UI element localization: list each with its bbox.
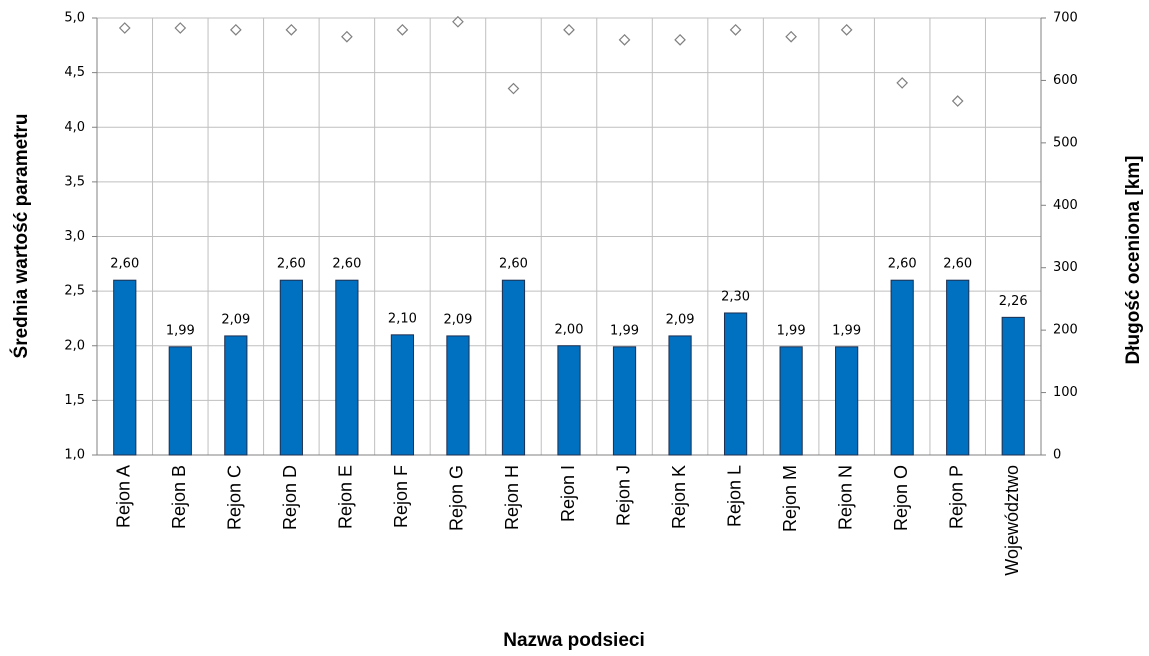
marker	[674, 34, 686, 46]
x-tick-label: Rejon E	[336, 465, 356, 529]
x-tick-label: Rejon F	[391, 465, 411, 528]
marker	[840, 24, 853, 36]
x-tick-label: Rejon O	[891, 465, 911, 531]
x-tick-label: Rejon N	[835, 465, 855, 530]
value-label: 2,10	[388, 311, 417, 326]
x-tick-label: Rejon C	[225, 465, 245, 530]
value-label: 2,09	[443, 312, 472, 327]
y-tick-label: 4,5	[64, 65, 85, 80]
marker	[229, 24, 242, 36]
value-label: 1,99	[832, 323, 861, 338]
y-tick-label: 1,0	[64, 448, 85, 463]
x-tick-label: Rejon M	[780, 465, 800, 532]
y-tick-label: 2,0	[64, 338, 85, 353]
x-tick-label: Rejon H	[502, 465, 522, 530]
value-label: 2,26	[999, 294, 1028, 309]
marker	[341, 30, 353, 43]
marker	[452, 15, 464, 28]
bar	[723, 312, 748, 456]
bar	[835, 346, 859, 456]
x-tick-label: Rejon D	[280, 465, 300, 530]
value-label: 2,09	[221, 312, 250, 327]
marker	[174, 22, 187, 34]
bar	[390, 334, 415, 456]
x-tick-label: Rejon L	[724, 465, 744, 527]
value-label: 1,99	[166, 323, 195, 338]
x-tick-label: Województwo	[1002, 465, 1022, 576]
marker	[896, 77, 909, 89]
value-label: 1,99	[777, 323, 806, 338]
y2-tick-label: 100	[1053, 385, 1078, 400]
bar	[668, 335, 692, 456]
x-tick-label: Rejon G	[447, 465, 467, 531]
x-tick-label: Rejon P	[946, 465, 966, 529]
value-label: 2,60	[332, 257, 361, 272]
x-tick-label: Rejon J	[613, 465, 633, 526]
bar	[890, 279, 914, 456]
marker	[618, 34, 631, 46]
y-tick-label: 4,0	[64, 120, 85, 135]
bar	[501, 279, 526, 456]
marker	[118, 22, 131, 34]
y2-tick-label: 200	[1053, 323, 1078, 338]
marker	[285, 24, 298, 36]
marker	[951, 95, 964, 107]
y-tick-label: 5,0	[64, 11, 85, 26]
y-tick-label: 1,5	[64, 393, 85, 408]
value-label: 2,60	[888, 257, 917, 272]
x-tick-label: Rejon I	[558, 465, 578, 522]
y2-tick-label: 600	[1053, 73, 1078, 88]
y2-tick-label: 700	[1053, 11, 1078, 26]
bar	[946, 279, 970, 456]
value-label: 2,00	[555, 322, 584, 337]
x-axis-title: Nazwa podsieci	[503, 630, 645, 651]
y-tick-label: 3,0	[64, 229, 85, 244]
bar	[279, 279, 303, 456]
y-axis-title: Średnia wartość parametru	[10, 114, 32, 359]
y-tick-label: 3,5	[64, 174, 85, 189]
bar	[224, 335, 248, 456]
bar	[612, 346, 637, 456]
bar	[446, 335, 470, 456]
value-label: 1,99	[610, 323, 639, 338]
y-tick-label: 2,5	[64, 284, 85, 299]
marker	[507, 82, 520, 95]
y2-tick-label: 0	[1053, 448, 1061, 463]
bar	[168, 346, 192, 456]
bar	[1001, 316, 1025, 456]
marker	[785, 30, 797, 43]
marker	[396, 24, 409, 36]
x-tick-label: Rejon B	[169, 465, 189, 529]
value-label: 2,60	[499, 257, 528, 272]
bar	[335, 279, 359, 456]
bar	[113, 279, 137, 456]
value-label: 2,60	[943, 257, 972, 272]
marker	[729, 24, 742, 36]
value-label: 2,30	[721, 289, 750, 304]
y2-tick-label: 300	[1053, 260, 1078, 275]
marker	[563, 24, 575, 36]
bar	[779, 346, 803, 456]
y2-tick-label: 400	[1053, 198, 1078, 213]
y2-axis-title: Długość oceniona [km]	[1123, 155, 1144, 364]
x-tick-label: Rejon K	[669, 465, 689, 529]
bar	[557, 345, 581, 456]
value-label: 2,09	[666, 312, 695, 327]
x-tick-label: Rejon A	[114, 465, 134, 528]
y2-tick-label: 500	[1053, 135, 1078, 150]
value-label: 2,60	[110, 257, 139, 272]
value-label: 2,60	[277, 257, 306, 272]
